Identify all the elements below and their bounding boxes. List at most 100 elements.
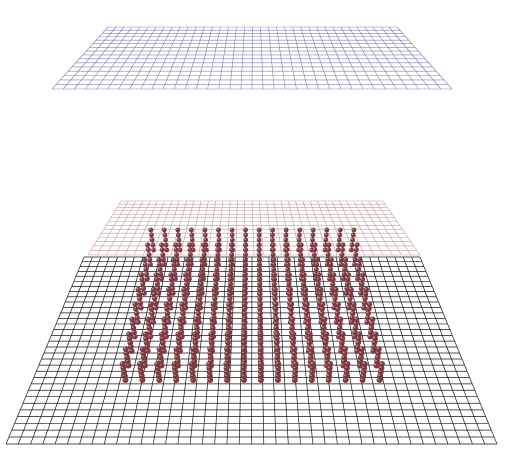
- bead: [193, 316, 199, 323]
- bead: [285, 257, 291, 263]
- bead-highlight: [258, 332, 261, 335]
- bead: [290, 331, 297, 338]
- bead-highlight: [212, 287, 215, 290]
- bead-highlight: [345, 282, 348, 284]
- grid-column-line: [229, 26, 237, 90]
- bead: [271, 262, 277, 268]
- bead-highlight: [195, 302, 198, 305]
- bead-highlight: [180, 306, 183, 309]
- bead-highlight: [174, 252, 177, 255]
- bead: [361, 361, 368, 367]
- bead: [335, 247, 341, 253]
- bead: [157, 262, 163, 268]
- bead: [147, 257, 153, 263]
- bead-highlight: [272, 258, 274, 260]
- bead: [148, 227, 154, 233]
- bead: [154, 281, 161, 287]
- bead-highlight: [226, 326, 229, 328]
- bead-highlight: [242, 321, 245, 324]
- bead: [271, 266, 277, 272]
- bead: [242, 286, 248, 293]
- bead-highlight: [175, 257, 178, 260]
- bead-highlight: [228, 277, 231, 280]
- bead-highlight: [303, 287, 306, 290]
- bead-highlight: [318, 287, 321, 290]
- bead: [337, 316, 344, 323]
- bead-highlight: [355, 349, 358, 352]
- bead-highlight: [230, 228, 233, 230]
- bead-highlight: [159, 277, 162, 279]
- bead-highlight: [298, 262, 301, 265]
- bead-highlight: [172, 262, 174, 265]
- bead-highlight: [310, 243, 313, 245]
- bead-highlight: [347, 305, 350, 308]
- grid-column-line: [42, 256, 110, 445]
- bead: [328, 262, 334, 268]
- bead: [137, 300, 144, 306]
- bead-highlight: [187, 243, 190, 245]
- bead-highlight: [346, 277, 348, 280]
- bead-highlight: [360, 282, 363, 284]
- bead: [145, 242, 151, 248]
- bead: [325, 346, 332, 353]
- bead-highlight: [305, 302, 308, 305]
- bead-highlight: [328, 272, 331, 275]
- bead-highlight: [352, 334, 355, 337]
- bead: [242, 272, 248, 278]
- bead-highlight: [191, 347, 194, 350]
- bead: [256, 266, 263, 272]
- bead-highlight: [148, 334, 151, 337]
- bead-highlight: [133, 306, 136, 309]
- bead-highlight: [340, 336, 343, 339]
- bead-highlight: [200, 262, 203, 265]
- bead: [347, 291, 354, 297]
- bead-highlight: [368, 334, 371, 337]
- bead-highlight: [319, 315, 322, 318]
- bead: [197, 272, 204, 278]
- bead-highlight: [161, 252, 163, 255]
- grid-column-line: [240, 26, 245, 90]
- bead: [270, 252, 276, 258]
- bead: [369, 316, 376, 323]
- bead-highlight: [271, 267, 274, 270]
- bead: [161, 227, 167, 233]
- bead-highlight: [241, 361, 244, 365]
- bead-highlight: [320, 311, 322, 314]
- bead: [229, 247, 235, 253]
- bead: [301, 272, 307, 278]
- bead-highlight: [326, 252, 329, 255]
- bead: [152, 296, 158, 302]
- bead-highlight: [230, 252, 232, 255]
- bead: [227, 281, 234, 287]
- grid-column-line: [218, 26, 229, 90]
- bead: [146, 252, 152, 258]
- bead: [330, 281, 336, 287]
- bead: [310, 232, 316, 238]
- bead-highlight: [273, 306, 276, 309]
- bead-highlight: [178, 317, 181, 320]
- bead-highlight: [230, 238, 233, 240]
- bead: [176, 237, 182, 243]
- bead: [188, 361, 195, 367]
- bead-highlight: [229, 267, 232, 270]
- bead-highlight: [182, 287, 184, 290]
- bead: [352, 257, 358, 263]
- bead-highlight: [339, 257, 342, 260]
- bead-highlight: [353, 326, 356, 328]
- bead-highlight: [297, 238, 300, 240]
- bead-highlight: [309, 347, 312, 350]
- bead-highlight: [326, 257, 328, 260]
- bead-highlight: [257, 252, 260, 255]
- bead-highlight: [373, 336, 376, 339]
- bead-highlight: [176, 332, 179, 335]
- bead-highlight: [340, 252, 342, 255]
- bead: [171, 262, 177, 268]
- bead-highlight: [325, 262, 328, 265]
- bead: [257, 331, 264, 338]
- bead-highlight: [143, 262, 146, 265]
- bead: [348, 286, 354, 293]
- bead-highlight: [326, 248, 329, 250]
- bead-highlight: [288, 292, 291, 295]
- bead-highlight: [159, 332, 162, 335]
